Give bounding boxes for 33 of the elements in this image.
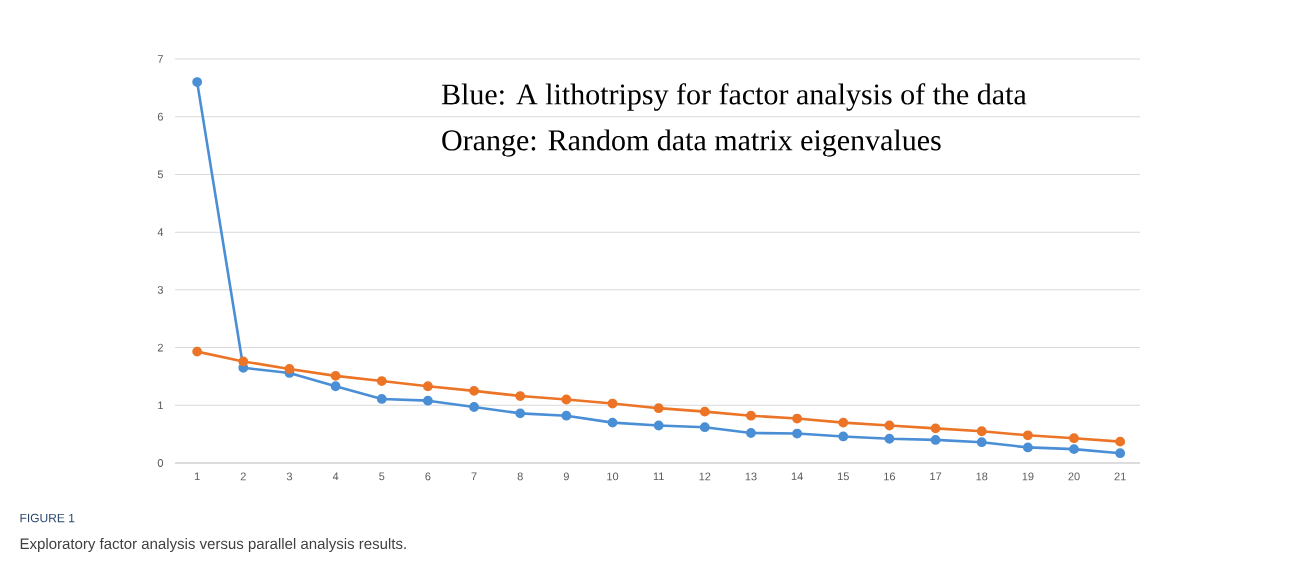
y-tick-label: 5	[157, 170, 163, 179]
x-tick-label: 11	[653, 472, 664, 481]
y-tick-label: 3	[157, 285, 163, 294]
x-tick-label: 21	[1114, 472, 1126, 481]
x-tick-label: 14	[791, 472, 803, 481]
text: Exploratory factor analysis versus parallel analysis results.	[20, 538, 406, 552]
y-tick-label: 6	[157, 112, 163, 121]
y-tick-label: 7	[157, 55, 163, 63]
text: FIGURE 1	[20, 513, 75, 523]
x-tick-label: 6	[425, 472, 431, 481]
y-tick-label: 1	[158, 401, 163, 410]
annotation: Blue: A lithotripsy for factor analysis of the data	[441, 83, 1027, 111]
y-tick-label: 2	[157, 343, 163, 352]
x-tick-label: 1	[194, 472, 200, 481]
x-tick-label: 20	[1068, 472, 1080, 481]
x-tick-label: 16	[884, 472, 896, 481]
x-tick-label: 4	[332, 472, 339, 481]
x-tick-label: 9	[563, 472, 569, 481]
x-tick-label: 3	[286, 472, 293, 481]
x-tick-label: 17	[930, 472, 942, 481]
x-tick-label: 12	[699, 472, 711, 481]
x-tick-label: 2	[240, 472, 246, 481]
y-tick-label: 4	[157, 228, 164, 236]
x-tick-label: 13	[745, 472, 757, 481]
x-tick-label: 18	[976, 472, 988, 481]
x-tick-label: 19	[1022, 472, 1034, 481]
annotation: Orange: Random data matrix eigenvalues	[442, 129, 941, 157]
y-tick-label: 0	[157, 459, 164, 467]
x-tick-label: 7	[471, 472, 477, 481]
x-tick-label: 5	[379, 472, 385, 481]
x-tick-label: 8	[517, 472, 523, 481]
x-tick-label: 10	[607, 472, 619, 481]
x-tick-label: 15	[837, 472, 849, 481]
